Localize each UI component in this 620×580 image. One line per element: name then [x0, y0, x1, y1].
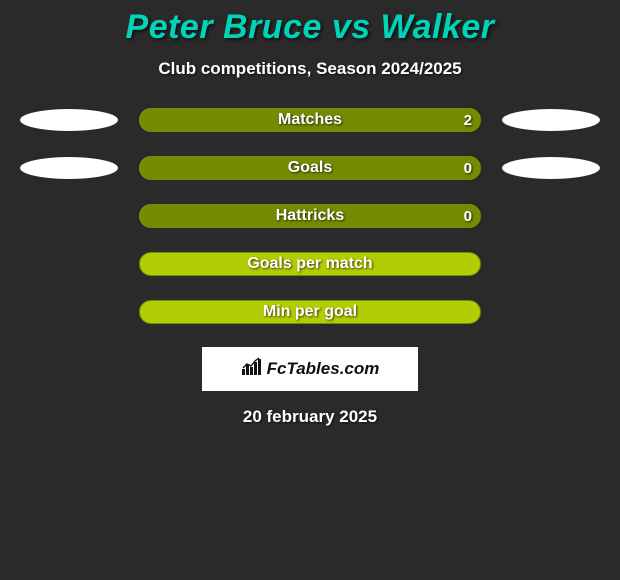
player-placeholder-left — [20, 109, 118, 131]
player-placeholder-right — [502, 157, 600, 179]
stat-bar: Goals 0 — [139, 156, 481, 180]
page-title: Peter Bruce vs Walker — [0, 8, 620, 47]
stat-row: Goals 0 — [8, 155, 612, 181]
right-player-cell — [481, 203, 606, 229]
right-player-cell — [481, 299, 606, 325]
stat-label: Goals per match — [247, 255, 372, 273]
stat-bar: Goals per match — [139, 252, 481, 276]
stat-bar: Min per goal — [139, 300, 481, 324]
stat-rows: Matches 2 Goals 0 — [0, 107, 620, 325]
stat-row: Matches 2 — [8, 107, 612, 133]
stat-label: Min per goal — [263, 303, 357, 321]
player-placeholder-left — [20, 157, 118, 179]
generation-date: 20 february 2025 — [0, 407, 620, 427]
stat-label: Matches — [278, 111, 342, 129]
stat-right-value: 2 — [464, 112, 472, 129]
right-player-cell — [481, 251, 606, 277]
stat-label: Goals — [288, 159, 332, 177]
brand-badge: FcTables.com — [202, 347, 418, 391]
player-placeholder-right — [502, 109, 600, 131]
left-player-cell — [14, 107, 139, 133]
brand-text: FcTables.com — [267, 359, 380, 379]
stat-right-value: 0 — [464, 208, 472, 225]
stat-bar: Hattricks 0 — [139, 204, 481, 228]
left-player-cell — [14, 299, 139, 325]
comparison-infographic: Peter Bruce vs Walker Club competitions,… — [0, 0, 620, 580]
stat-row: Goals per match — [8, 251, 612, 277]
stat-label: Hattricks — [276, 207, 344, 225]
stat-right-value: 0 — [464, 160, 472, 177]
page-subtitle: Club competitions, Season 2024/2025 — [0, 59, 620, 79]
stat-bar: Matches 2 — [139, 108, 481, 132]
left-player-cell — [14, 251, 139, 277]
stat-row: Min per goal — [8, 299, 612, 325]
brand-chart-icon — [241, 357, 263, 382]
right-player-cell — [481, 107, 606, 133]
stat-row: Hattricks 0 — [8, 203, 612, 229]
left-player-cell — [14, 155, 139, 181]
left-player-cell — [14, 203, 139, 229]
right-player-cell — [481, 155, 606, 181]
